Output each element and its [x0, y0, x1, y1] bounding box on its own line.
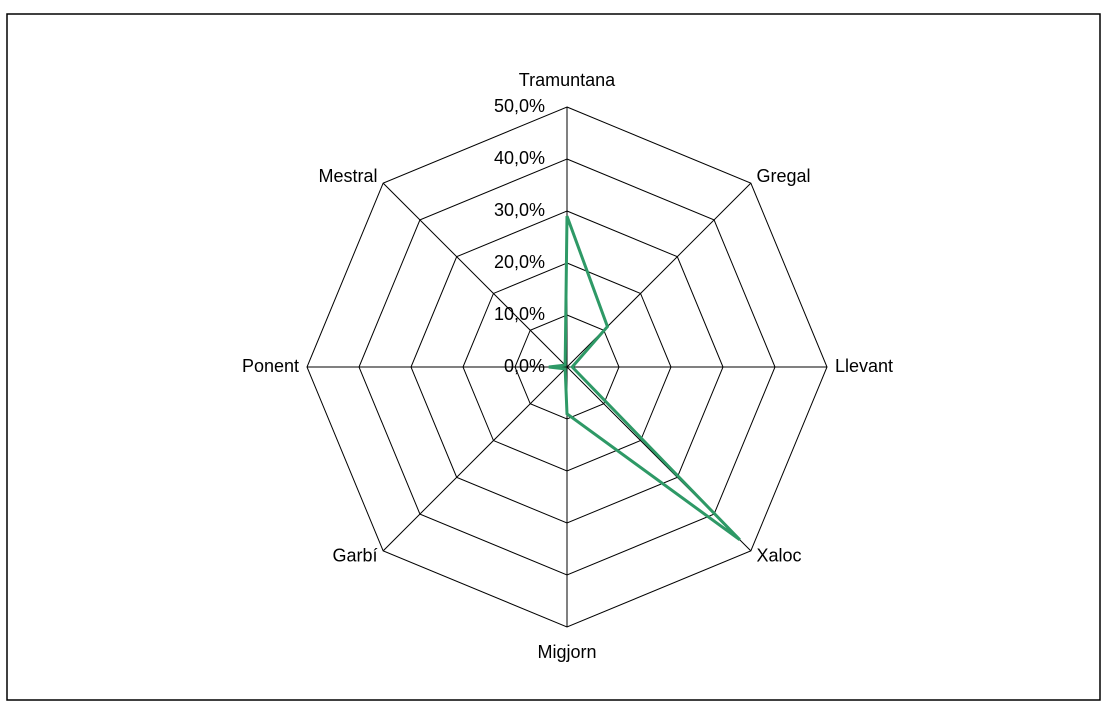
- category-label: Llevant: [835, 356, 893, 376]
- category-label: Migjorn: [537, 642, 596, 662]
- category-label: Gregal: [757, 166, 811, 186]
- y-tick-label: 40,0%: [494, 148, 545, 168]
- category-label: Ponent: [242, 356, 299, 376]
- y-tick-label: 0,0%: [504, 356, 545, 376]
- y-tick-label: 10,0%: [494, 304, 545, 324]
- y-tick-label: 20,0%: [494, 252, 545, 272]
- spoke: [382, 366, 568, 552]
- category-label: Garbí: [332, 545, 377, 565]
- spoke: [382, 182, 568, 368]
- chart-frame: [6, 13, 1101, 701]
- category-label: Xaloc: [757, 545, 802, 565]
- y-tick-label: 30,0%: [494, 200, 545, 220]
- series-line: [548, 215, 741, 542]
- category-label: Tramuntana: [519, 70, 616, 90]
- category-label: Mestral: [318, 166, 377, 186]
- y-tick-label: 50,0%: [494, 96, 545, 116]
